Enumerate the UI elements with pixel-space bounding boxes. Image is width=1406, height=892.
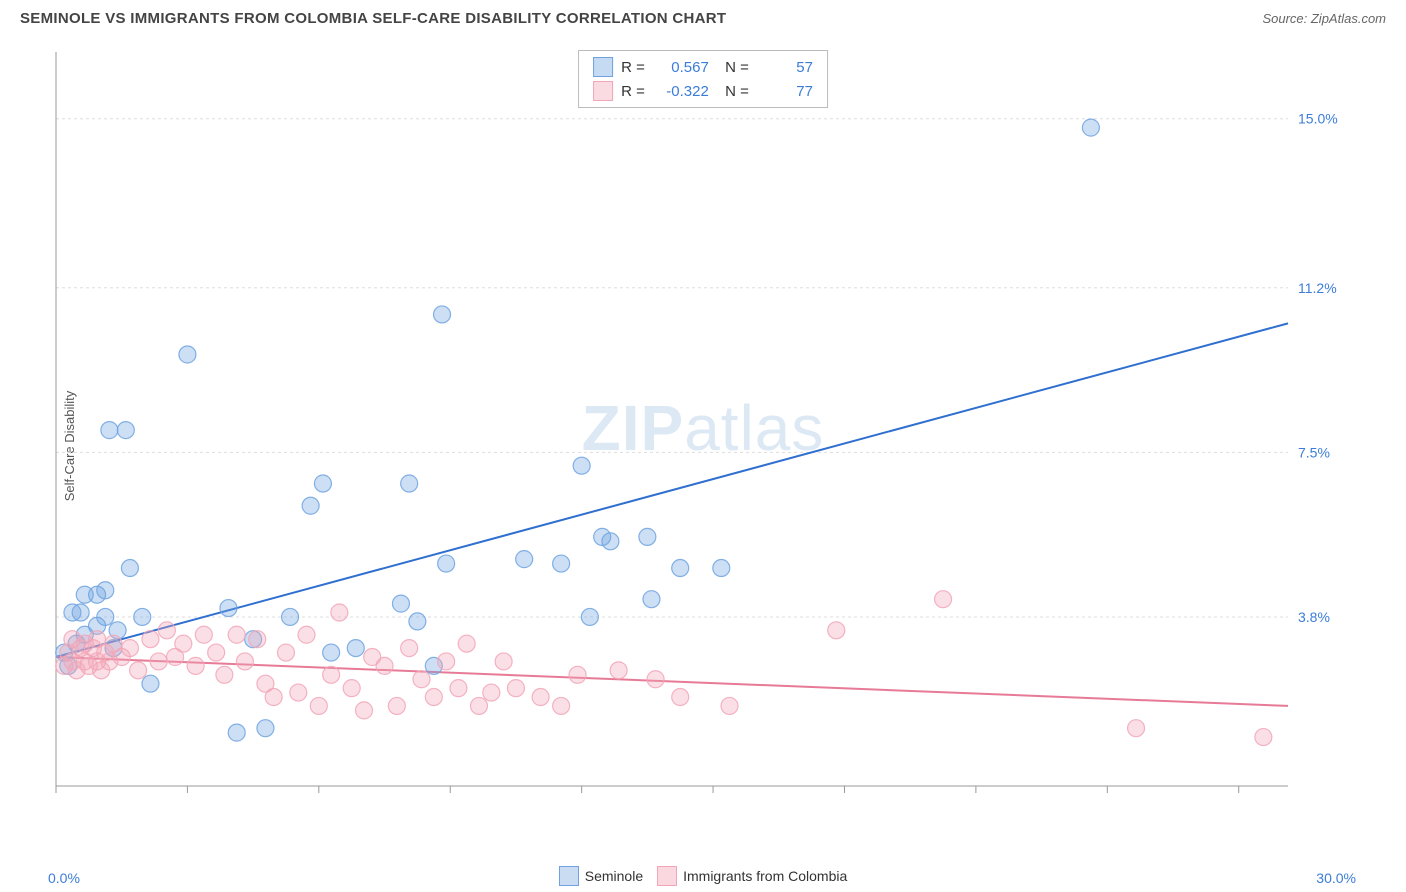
correlation-box: R = 0.567 N = 57 R = -0.322 N = 77	[578, 50, 828, 108]
svg-text:15.0%: 15.0%	[1298, 111, 1338, 127]
corr-row-colombia: R = -0.322 N = 77	[593, 79, 813, 103]
bottom-legend: Seminole Immigrants from Colombia	[0, 866, 1406, 886]
swatch-icon	[559, 866, 579, 886]
svg-text:7.5%: 7.5%	[1298, 444, 1330, 460]
legend-label: Immigrants from Colombia	[683, 868, 847, 884]
chart-title: SEMINOLE VS IMMIGRANTS FROM COLOMBIA SEL…	[20, 10, 726, 27]
chart-area: 3.8% 7.5% 11.2% 15.0%	[48, 46, 1348, 806]
swatch-icon	[593, 81, 613, 101]
swatch-icon	[657, 866, 677, 886]
legend-item-seminole: Seminole	[559, 866, 643, 886]
scatter-chart-svg: 3.8% 7.5% 11.2% 15.0%	[48, 46, 1348, 806]
source-label: Source: ZipAtlas.com	[1262, 11, 1386, 26]
legend-item-colombia: Immigrants from Colombia	[657, 866, 847, 886]
corr-row-seminole: R = 0.567 N = 57	[593, 55, 813, 79]
legend-label: Seminole	[585, 868, 643, 884]
svg-text:3.8%: 3.8%	[1298, 609, 1330, 625]
svg-text:11.2%: 11.2%	[1298, 280, 1337, 296]
swatch-icon	[593, 57, 613, 77]
